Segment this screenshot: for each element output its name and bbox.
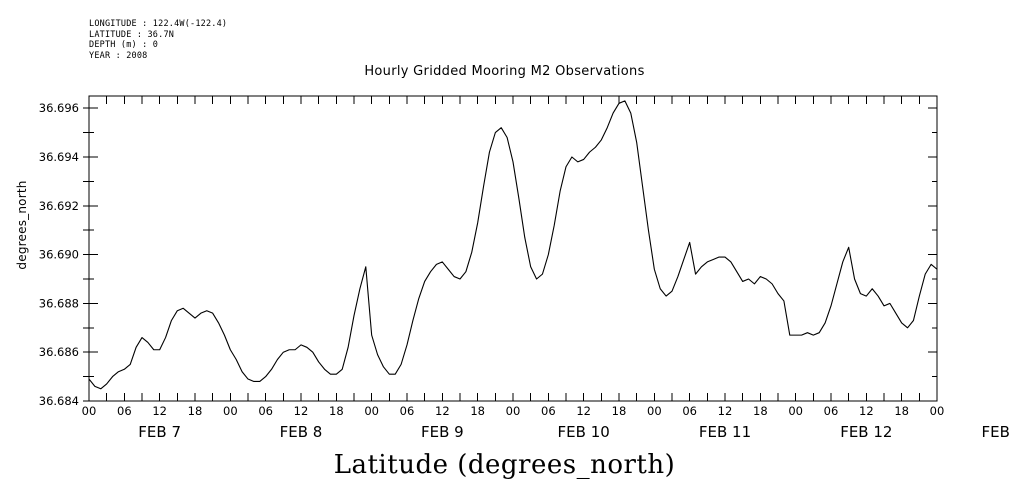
x-hour-label: 18 [894, 404, 909, 418]
metadata-latitude: LATITUDE : 36.7N [89, 29, 175, 40]
x-hour-label: 12 [576, 404, 591, 418]
x-hour-label: 00 [82, 404, 97, 418]
x-hour-label: 12 [294, 404, 309, 418]
x-day-label: FEB 8 [280, 423, 323, 441]
x-hour-label: 12 [435, 404, 450, 418]
x-day-label: FEB 12 [840, 423, 892, 441]
top-ticks [88, 96, 938, 104]
x-day-label: FEB 13 [982, 423, 1009, 441]
plot-frame [88, 95, 938, 402]
x-hour-label: 06 [400, 404, 415, 418]
data-series-line [88, 100, 938, 390]
metadata-block: LONGITUDE : 122.4W(-122.4) LATITUDE : 36… [89, 19, 227, 61]
y-tick-label: 36.696 [39, 101, 79, 115]
y-tick-label: 36.686 [39, 345, 79, 359]
x-hour-label: 00 [506, 404, 521, 418]
x-day-labels: FEB 7 FEB 8 FEB 9 FEB 10 FEB 11 FEB 12 FEB 13 [138, 423, 1009, 441]
y-ticks [83, 107, 937, 402]
x-axis-title: Latitude (degrees_north) [333, 450, 676, 480]
x-hour-label: 06 [541, 404, 556, 418]
x-hour-label: 00 [223, 404, 238, 418]
x-hour-label: 00 [364, 404, 379, 418]
x-hour-label: 12 [718, 404, 733, 418]
x-hour-label: 00 [788, 404, 803, 418]
y-tick-label: 36.692 [39, 199, 79, 213]
y-tick-label: 36.684 [39, 394, 79, 408]
x-hour-label: 18 [753, 404, 768, 418]
x-ticks [88, 393, 938, 401]
x-hour-label: 18 [188, 404, 203, 418]
y-tick-label: 36.690 [39, 248, 79, 262]
x-hour-label: 06 [824, 404, 839, 418]
x-hour-label: 18 [470, 404, 485, 418]
chart-title: Hourly Gridded Mooring M2 Observations [364, 64, 645, 79]
metadata-depth: DEPTH (m) : 0 [89, 40, 159, 51]
y-tick-label: 36.694 [39, 150, 79, 164]
x-hour-label: 12 [859, 404, 874, 418]
x-hour-label: 12 [152, 404, 167, 418]
x-hour-label: 00 [647, 404, 662, 418]
x-hour-label: 00 [930, 404, 945, 418]
x-day-label: FEB 9 [421, 423, 464, 441]
x-day-label: FEB 11 [699, 423, 751, 441]
x-hour-labels: 00 06 12 18 00 06 12 18 00 06 12 18 00 06 12 18 00 06 12 18… [82, 404, 945, 418]
x-hour-label: 18 [612, 404, 627, 418]
x-day-label: FEB 10 [558, 423, 610, 441]
x-hour-label: 06 [117, 404, 132, 418]
x-hour-label: 06 [682, 404, 697, 418]
x-hour-label: 06 [258, 404, 273, 418]
metadata-year: YEAR : 2008 [89, 50, 148, 61]
metadata-longitude: LONGITUDE : 122.4W(-122.4) [89, 19, 228, 29]
y-tick-labels: 36.684 36.686 36.688 36.690 36.692 36.694 36.6… [39, 101, 79, 408]
y-tick-label: 36.688 [39, 296, 79, 310]
x-hour-label: 18 [329, 404, 344, 418]
x-day-label: FEB 7 [138, 423, 181, 441]
